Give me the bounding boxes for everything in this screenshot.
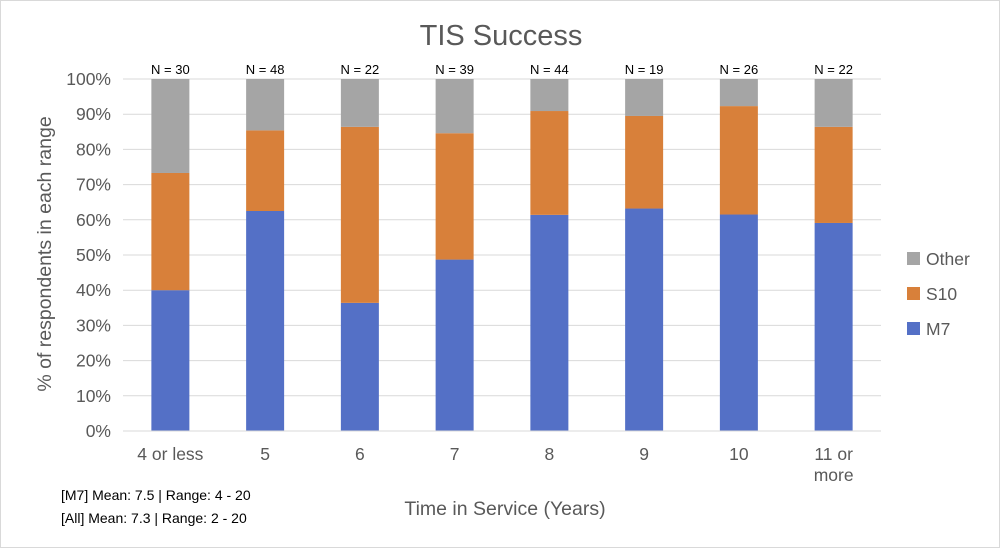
legend-label-other: Other — [926, 249, 970, 269]
legend-swatch-other — [907, 252, 920, 265]
bar-other-2 — [340, 79, 379, 127]
n-label: N = 39 — [435, 62, 474, 77]
y-tick-label: 100% — [66, 69, 111, 89]
bar-s10-0 — [151, 172, 190, 291]
n-label: N = 26 — [720, 62, 759, 77]
x-category-label: 5 — [260, 444, 270, 464]
n-label: N = 44 — [530, 62, 569, 77]
bar-m7-0 — [151, 290, 190, 431]
n-label: N = 30 — [151, 62, 190, 77]
bar-other-6 — [719, 79, 758, 107]
x-category-label: more — [814, 465, 854, 485]
x-category-label: 4 or less — [137, 444, 203, 464]
bar-s10-2 — [340, 126, 379, 303]
bar-s10-1 — [246, 130, 285, 211]
legend: Other S10 M7 — [907, 249, 970, 339]
y-tick-label: 10% — [76, 386, 111, 406]
y-tick-label: 80% — [76, 139, 111, 159]
bar-m7-3 — [435, 259, 474, 431]
bar-other-3 — [435, 79, 474, 134]
legend-swatch-s10 — [907, 287, 920, 300]
x-category-label: 10 — [729, 444, 749, 464]
bar-m7-1 — [246, 211, 285, 431]
bar-s10-7 — [814, 126, 853, 223]
y-tick-label: 20% — [76, 351, 111, 371]
bar-other-7 — [814, 79, 853, 127]
legend-swatch-m7 — [907, 322, 920, 335]
bar-s10-3 — [435, 133, 474, 260]
y-tick-label: 60% — [76, 210, 111, 230]
x-axis-title: Time in Service (Years) — [404, 498, 605, 520]
bar-other-0 — [151, 79, 190, 173]
bar-m7-5 — [625, 208, 664, 431]
x-category-label: 7 — [450, 444, 460, 464]
m7-stats-note: [M7] Mean: 7.5 | Range: 4 - 20 — [61, 487, 251, 503]
gridlines — [123, 78, 881, 397]
bar-other-1 — [246, 79, 285, 131]
bar-s10-6 — [719, 106, 758, 215]
y-tick-label: 70% — [76, 175, 111, 195]
n-labels: N = 30 N = 48 N = 22 N = 39 N = 44 N = 19 N = … — [151, 62, 853, 77]
n-label: N = 48 — [246, 62, 285, 77]
y-tick-label: 40% — [76, 280, 111, 300]
y-axis-ticks: 0% 10% 20% 30% 40% 50% 60% 70% 80% 90% 100% — [66, 69, 111, 441]
bar-m7-6 — [719, 214, 758, 431]
bar-s10-5 — [625, 115, 664, 209]
x-category-label: 11 or — [814, 444, 853, 464]
y-axis-title: % of respondents in each range — [34, 116, 56, 391]
all-stats-note: [All] Mean: 7.3 | Range: 2 - 20 — [61, 510, 247, 526]
n-label: N = 22 — [814, 62, 853, 77]
y-tick-label: 50% — [76, 245, 111, 265]
bar-s10-4 — [530, 111, 569, 215]
n-label: N = 22 — [341, 62, 380, 77]
x-category-label: 6 — [355, 444, 365, 464]
y-tick-label: 30% — [76, 315, 111, 335]
n-label: N = 19 — [625, 62, 664, 77]
y-tick-label: 0% — [86, 421, 111, 441]
bars — [151, 79, 853, 431]
bar-other-4 — [530, 79, 569, 112]
legend-label-s10: S10 — [926, 284, 957, 304]
bar-m7-2 — [340, 302, 379, 431]
bar-m7-4 — [530, 214, 569, 431]
bar-m7-7 — [814, 222, 853, 431]
bar-other-5 — [625, 79, 664, 116]
x-category-label: 9 — [639, 444, 649, 464]
chart-title: TIS Success — [420, 20, 583, 52]
x-category-label: 8 — [545, 444, 555, 464]
y-tick-label: 90% — [76, 104, 111, 124]
legend-label-m7: M7 — [926, 319, 950, 339]
